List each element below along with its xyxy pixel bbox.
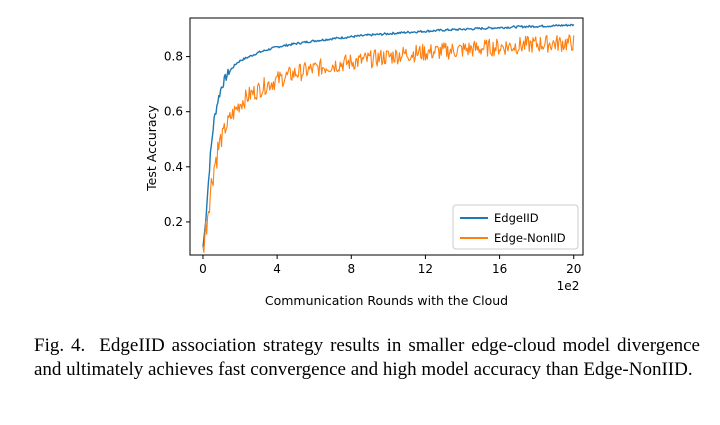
plot-frame <box>189 17 584 256</box>
line-chart: 0 4 8 12 16 20 0.2 0.4 0.6 0.8 1e2 Communication … <box>144 17 584 308</box>
caption-text: EdgeIID association strategy results in … <box>34 335 700 380</box>
x-tick-label: 12 <box>418 262 433 276</box>
y-tick-label: 0.6 <box>164 105 183 119</box>
ticks-layer: 0 4 8 12 16 20 0.2 0.4 0.6 0.8 <box>164 50 581 276</box>
x-tick-label: 20 <box>566 262 581 276</box>
series-layer <box>202 23 575 253</box>
y-axis-label: Test Accuracy <box>144 105 159 192</box>
y-tick-label: 0.8 <box>164 50 183 64</box>
legend-label-edgeiid: EdgeIID <box>494 211 539 225</box>
y-tick-label: 0.2 <box>164 215 183 229</box>
legend-label-edge-noniid: Edge-NonIID <box>494 231 566 245</box>
series-line-edgeiid <box>202 23 575 247</box>
legend: EdgeIID Edge-NonIID <box>452 204 579 250</box>
x-tick-label: 16 <box>492 262 507 276</box>
x-tick-label: 0 <box>199 262 207 276</box>
x-tick-label: 4 <box>273 262 281 276</box>
figure-caption: Fig. 4. EdgeIID association strategy resu… <box>34 334 700 382</box>
x-scale-label: 1e2 <box>557 279 580 293</box>
y-tick-label: 0.4 <box>164 160 183 174</box>
figure-label: Fig. 4. <box>34 335 86 356</box>
x-tick-label: 8 <box>347 262 355 276</box>
x-axis-label: Communication Rounds with the Cloud <box>265 293 508 308</box>
series-line-edge-noniid <box>202 34 575 253</box>
